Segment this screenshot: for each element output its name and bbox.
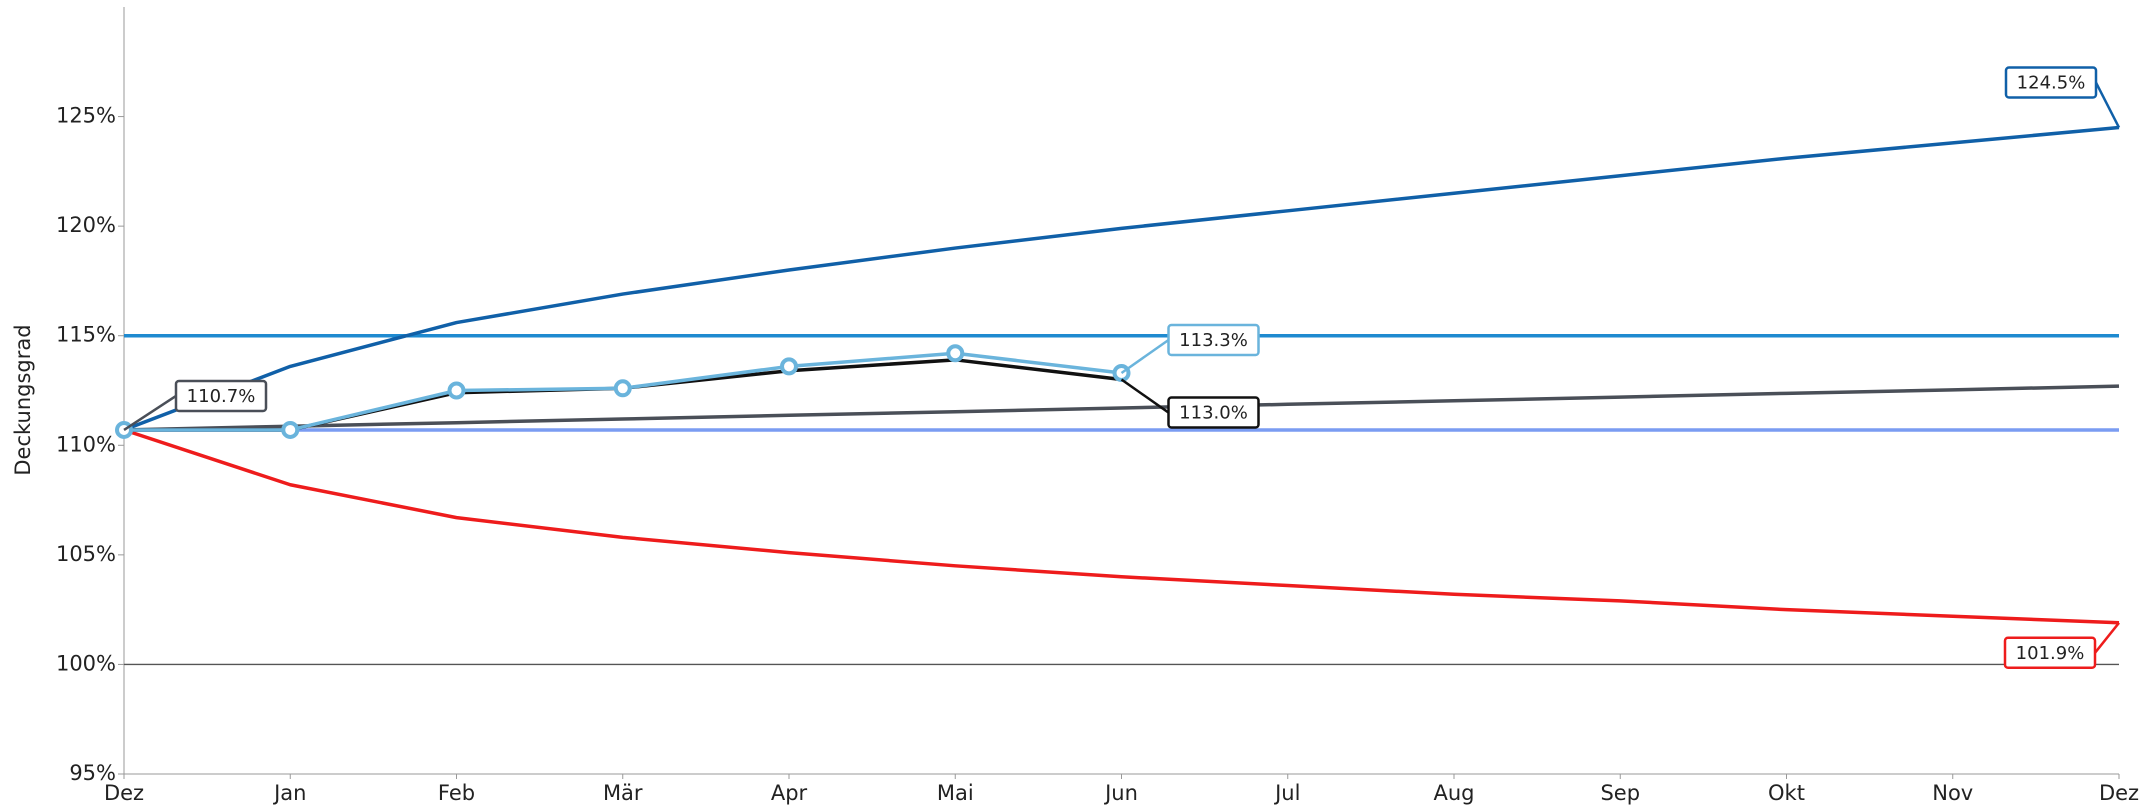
x-tick-label: Mär (603, 781, 643, 805)
x-tick-label: Mai (937, 781, 974, 805)
series-line (123, 125, 2120, 432)
x-tick-label: Apr (771, 781, 808, 805)
y-tick-label: 125% (56, 104, 116, 128)
y-tick-label: 110% (56, 432, 116, 456)
value-label: 113.0% (1179, 403, 1248, 424)
series-line (123, 428, 2120, 625)
y-tick-label: 100% (56, 651, 116, 675)
marker (447, 381, 466, 400)
x-tick-label: Sep (1600, 781, 1640, 805)
label-connector (123, 394, 177, 431)
y-tick-label: 95% (69, 761, 116, 785)
value-label: 124.5% (2017, 73, 2086, 94)
y-tick-label: 120% (56, 213, 116, 237)
x-tick-label: Nov (1932, 781, 1973, 805)
label-connector (1120, 338, 1170, 374)
x-tick-label: Jun (1103, 781, 1138, 805)
label-box (2003, 636, 2097, 670)
y-axis-label: Deckungsgrad (11, 324, 35, 475)
x-tick-label: Dez (104, 781, 144, 805)
label-box (2004, 66, 2098, 99)
marker (613, 379, 632, 398)
y-tick-label: 115% (56, 323, 116, 347)
x-tick-label: Okt (1768, 781, 1805, 805)
x-tick-label: Jan (272, 781, 306, 805)
marker (946, 344, 965, 363)
value-label: 113.3% (1179, 330, 1248, 351)
x-tick-label: Dez (2099, 781, 2139, 805)
label-connector (2094, 622, 2120, 654)
label-box (174, 379, 268, 413)
label-box (1167, 396, 1260, 429)
label-box (1167, 323, 1260, 357)
x-tick-label: Feb (438, 781, 475, 805)
series-line (123, 384, 2120, 432)
value-label: 101.9% (2016, 643, 2085, 664)
marker (780, 357, 798, 376)
marker (281, 420, 300, 439)
x-tick-label: Jul (1273, 781, 1300, 805)
y-tick-label: 105% (56, 542, 116, 566)
label-connector (1120, 378, 1170, 414)
label-connector (2094, 81, 2121, 129)
x-tick-label: Aug (1433, 781, 1474, 805)
value-label: 110.7% (187, 386, 256, 407)
